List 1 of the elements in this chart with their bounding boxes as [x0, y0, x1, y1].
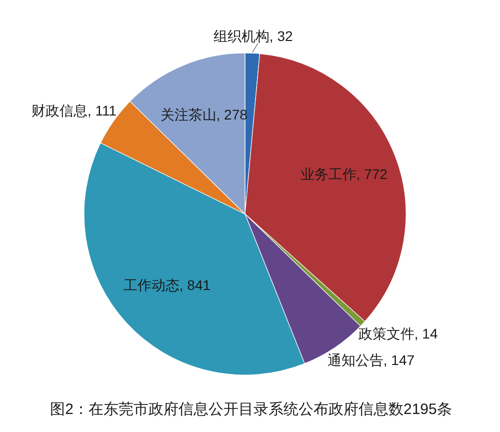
annotation: 图2：在东莞市政府信息公开目录系统公布政府信息数2195条: [50, 400, 452, 418]
